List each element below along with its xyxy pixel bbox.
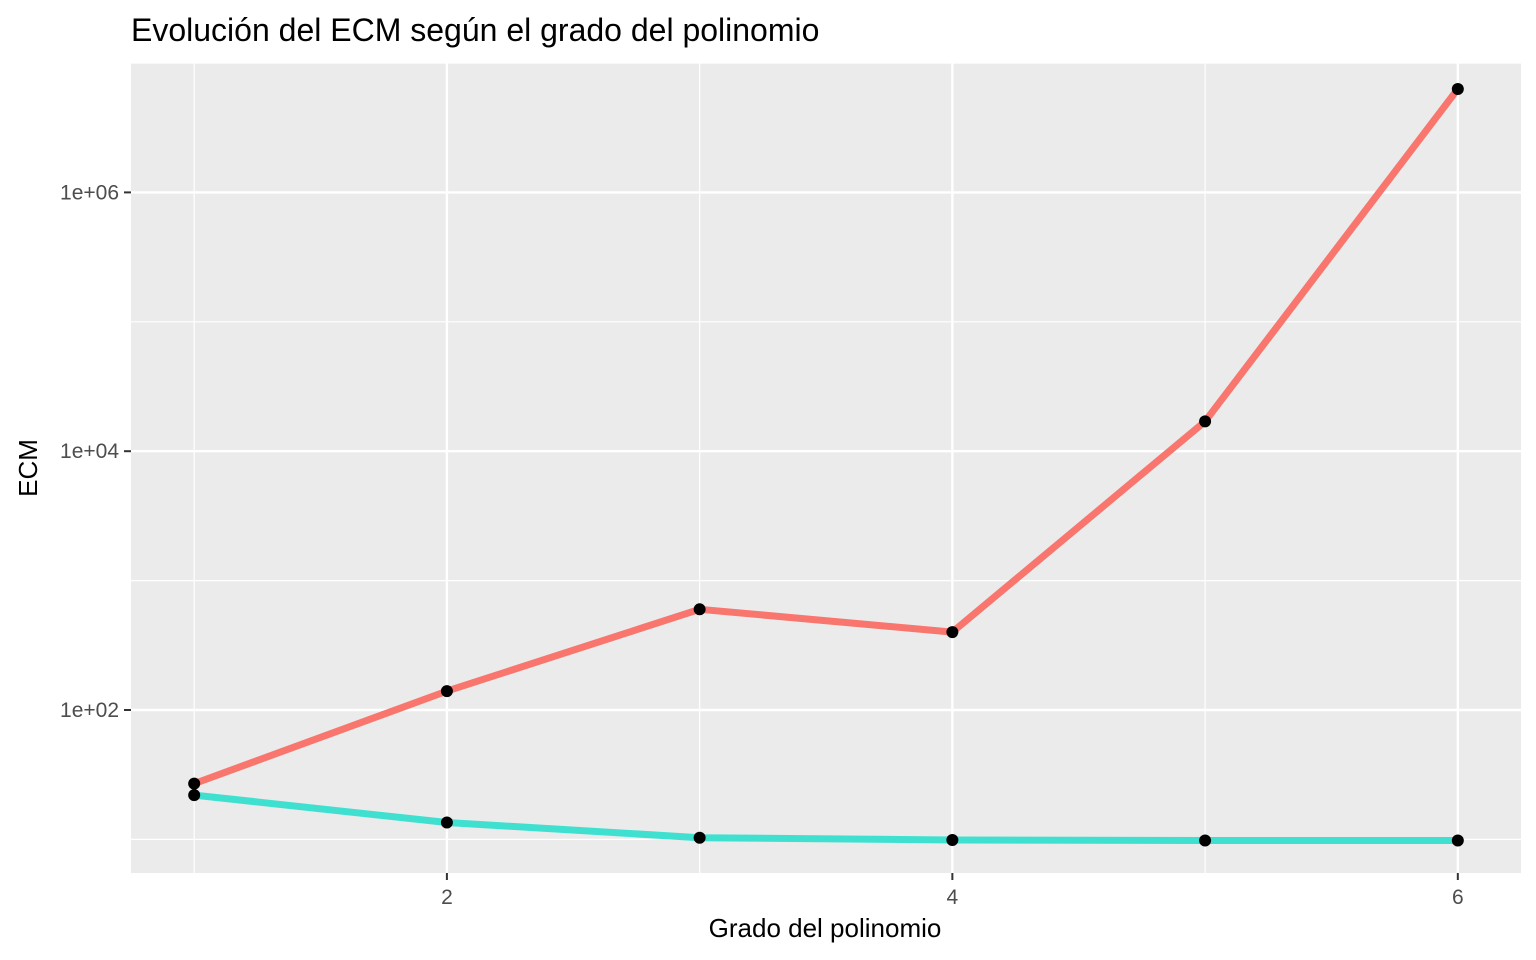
x-axis-title: Grado del polinomio bbox=[709, 913, 942, 943]
data-point-s2-3 bbox=[693, 831, 706, 844]
data-point-s1-3 bbox=[693, 603, 706, 616]
data-point-s1-1 bbox=[188, 777, 201, 790]
data-point-s1-2 bbox=[440, 685, 453, 698]
chart-title: Evolución del ECM según el grado del pol… bbox=[131, 12, 819, 48]
data-point-s1-5 bbox=[1199, 415, 1212, 428]
grid-major bbox=[131, 63, 1521, 873]
series-line-2 bbox=[193, 791, 1458, 844]
plot-panel bbox=[131, 63, 1521, 873]
x-tick-label: 2 bbox=[441, 886, 453, 909]
data-point-s2-4 bbox=[946, 833, 959, 846]
data-point-s2-6 bbox=[1451, 834, 1464, 847]
y-tick-label: 1e+04 bbox=[60, 440, 119, 463]
data-point-s2-1 bbox=[188, 789, 201, 802]
x-tick-label: 4 bbox=[947, 886, 959, 909]
data-point-s1-4 bbox=[946, 626, 959, 639]
data-point-s1-6 bbox=[1451, 82, 1464, 95]
x-tick-label: 6 bbox=[1452, 886, 1464, 909]
y-tick-label: 1e+02 bbox=[60, 699, 119, 722]
axis-layer: 2 4 6 1e+02 1e+04 1e+06 bbox=[60, 181, 1464, 909]
y-axis-title: ECM bbox=[13, 439, 43, 497]
data-point-s2-5 bbox=[1199, 834, 1212, 847]
data-point-s2-2 bbox=[440, 816, 453, 829]
points-layer bbox=[188, 82, 1464, 847]
series-line-1 bbox=[192, 86, 1461, 787]
y-tick-label: 1e+06 bbox=[60, 181, 119, 204]
grid-minor bbox=[131, 62, 1521, 873]
series-layer bbox=[192, 86, 1461, 844]
